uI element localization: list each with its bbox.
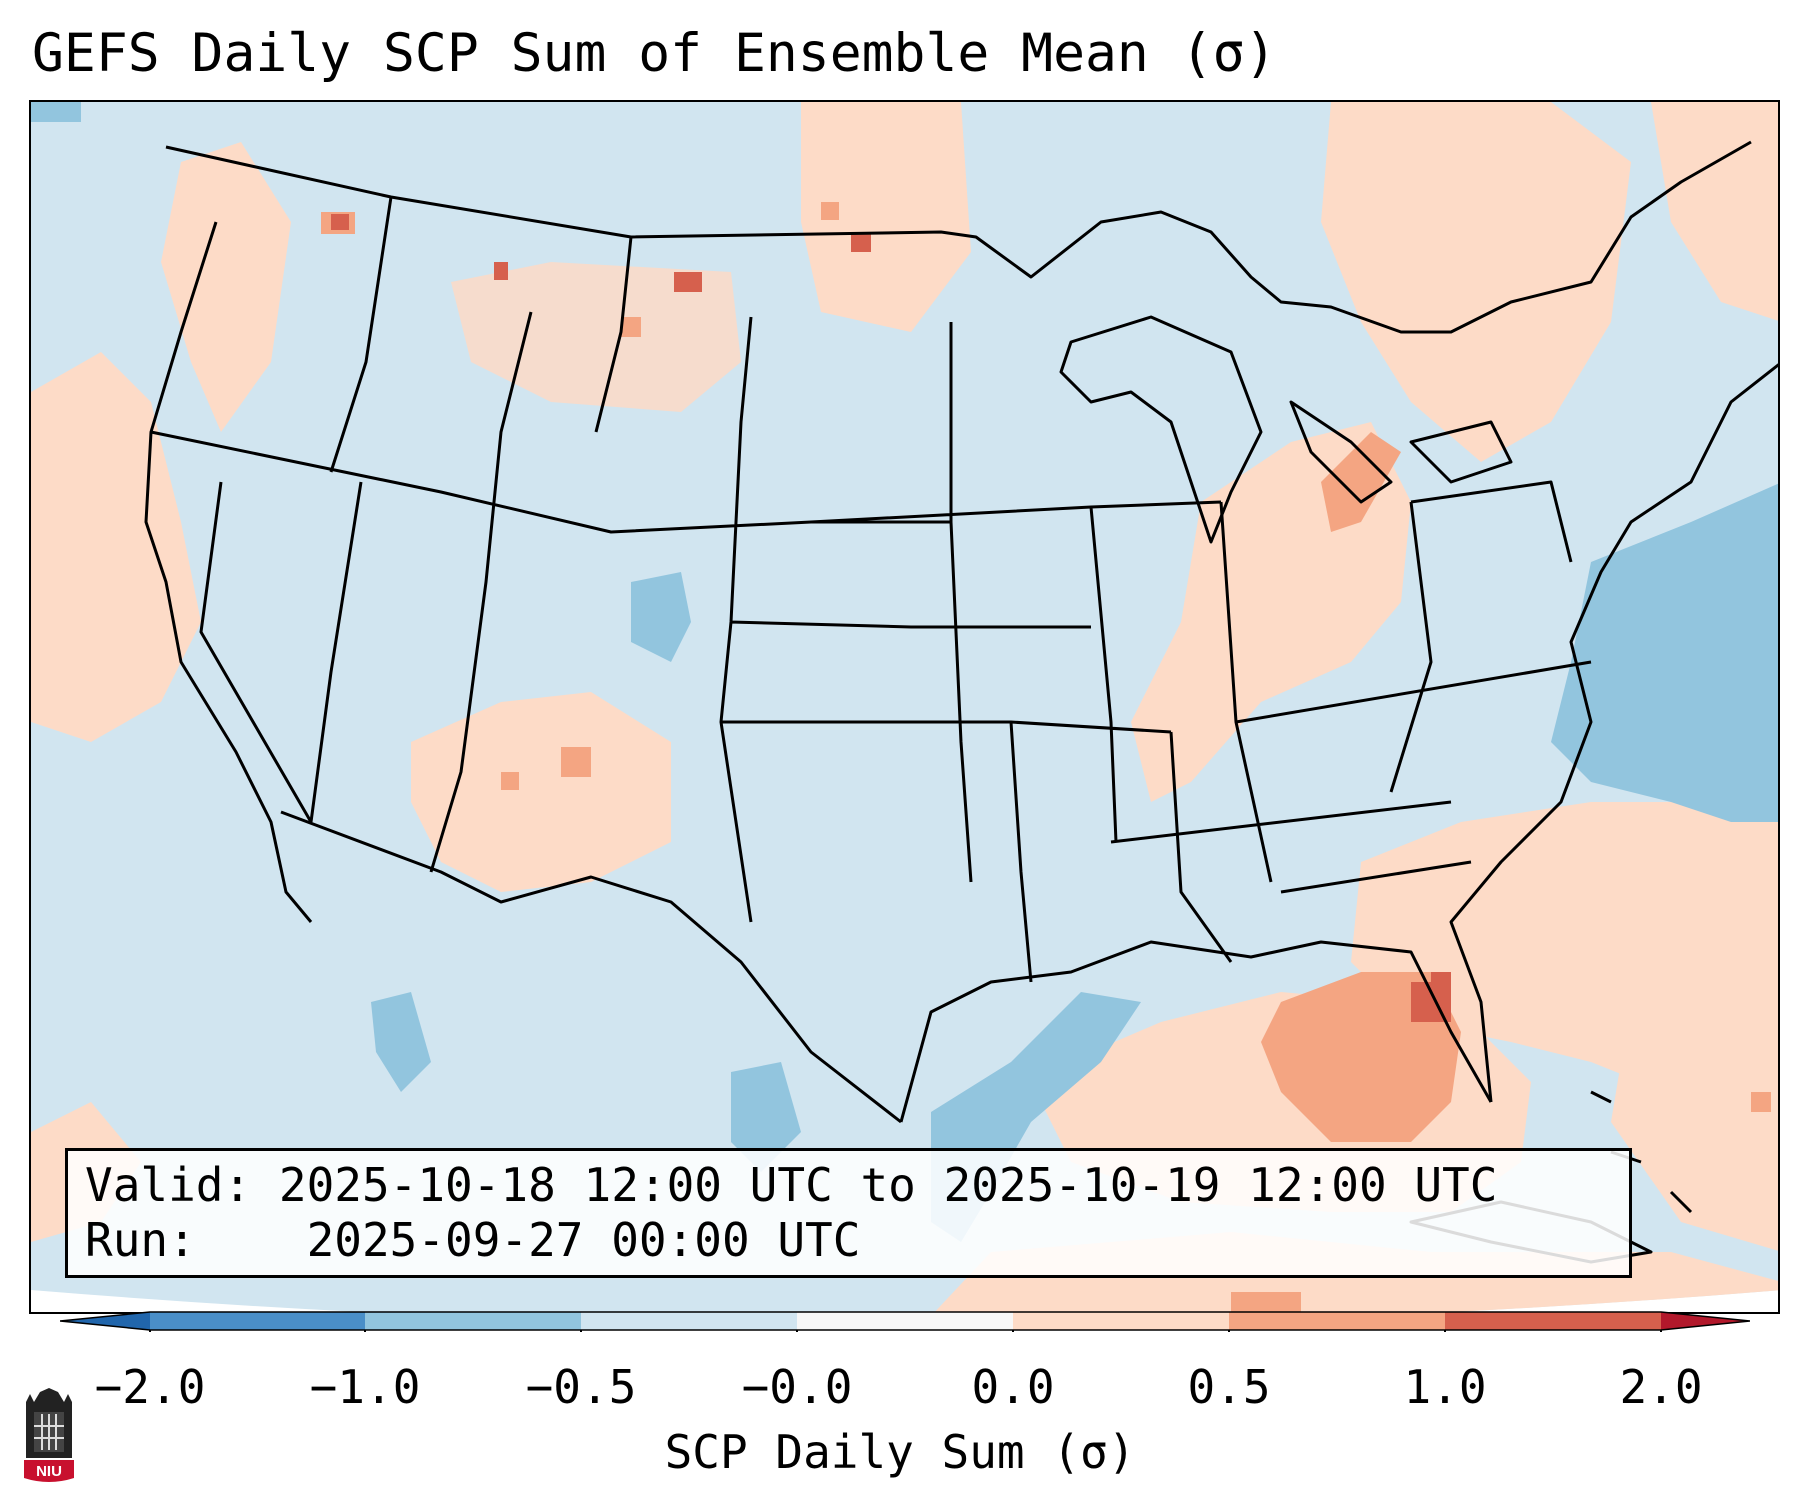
colorbar-bin-0 [150,1312,365,1330]
anomaly-montana [451,262,741,412]
colorbar-label: SCP Daily Sum (σ) [664,1425,1136,1479]
colorbar-bin-2 [581,1312,797,1330]
west-coast [144,221,313,923]
colorbar-tick-label: −1.0 [309,1360,421,1414]
anomaly-southwest [411,692,671,892]
state-lines [150,196,1592,983]
anomaly-mexico-negative [731,1062,801,1172]
anomaly-north-canada [801,102,971,332]
anomaly-field [31,102,1778,1312]
colorbar-tick-label: −0.0 [741,1360,853,1414]
east-coast [1449,363,1778,1103]
colorbar-over-triangle [1661,1312,1750,1330]
colorbar-under-triangle [60,1312,150,1330]
map-panel [29,100,1780,1314]
colorbar-tick-label: 0.0 [971,1360,1055,1414]
colorbar-tick-label: −0.5 [525,1360,637,1414]
anomaly-east-canada [1651,102,1778,322]
niu-logo-icon: NIU [24,1388,74,1482]
anomaly-lake-erie [1321,432,1401,532]
valid-value: 2025-10-18 12:00 UTC to 2025-10-19 12:00… [278,1158,1498,1212]
colorbar-bin-3 [797,1312,1013,1330]
colorbar-tick-label: 1.0 [1403,1360,1487,1414]
gulf-coast [899,940,1493,1123]
us-canada-border [165,140,1752,334]
anomaly-baja-negative [371,992,431,1092]
colorbar-bin-6 [1445,1312,1661,1330]
run-label: Run: [85,1213,196,1267]
run-value: 2025-09-27 00:00 UTC [306,1213,861,1267]
us-mexico-border [280,810,902,1124]
colorbar-bin-4 [1013,1312,1229,1330]
colorbar [60,1311,1750,1332]
map-title: GEFS Daily SCP Sum of Ensemble Mean (σ) [32,23,1277,84]
anomaly-pacific-nw [161,142,291,432]
anomaly-colorado-negative [631,572,691,662]
anomaly-atlantic-negative [1551,482,1778,822]
anomaly-pacific [31,352,201,742]
run-line: Run: 2025-09-27 00:00 UTC [85,1213,1629,1268]
valid-label: Valid: [85,1158,252,1212]
colorbar-bin-1 [365,1312,581,1330]
colorbar-tick-label: −2.0 [94,1360,206,1414]
map-svg [31,102,1778,1312]
anomaly-caribbean [1611,982,1778,1252]
anomaly-quebec [1321,102,1631,462]
great-lakes [1059,315,1513,544]
logo-text: NIU [36,1463,62,1480]
valid-line: Valid: 2025-10-18 12:00 UTC to 2025-10-1… [85,1158,1629,1213]
colorbar-bin-5 [1229,1312,1445,1330]
valid-run-info-box: Valid: 2025-10-18 12:00 UTC to 2025-10-1… [65,1148,1632,1278]
colorbar-tick-label: 0.5 [1187,1360,1271,1414]
colorbar-tick-label: 2.0 [1619,1360,1703,1414]
